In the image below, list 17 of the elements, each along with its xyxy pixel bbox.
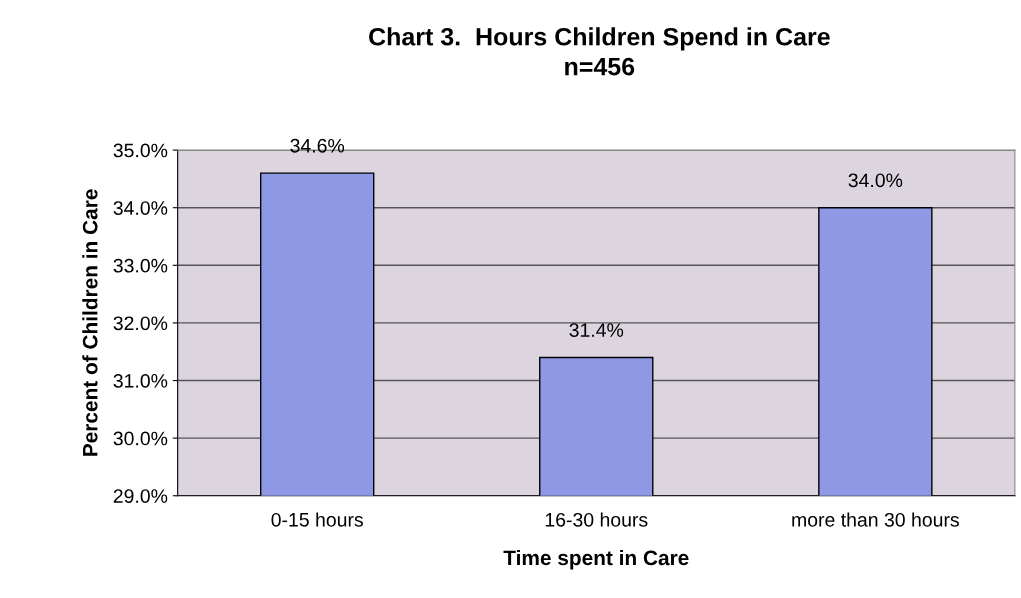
y-tick-label: 29.0% [113,489,168,503]
x-axis-title: Time spent in Care [503,549,689,570]
data-label: 34.0% [848,173,903,188]
y-tick-label: 32.0% [113,316,168,331]
y-axis-title: Percent of Children in Care [82,189,98,456]
data-label: 34.6% [290,138,345,153]
chart-subtitle: n=456 [565,57,635,76]
y-tick-label: 30.0% [113,431,168,446]
chart-title: Chart 3. Hours Children Spend in Care [369,27,830,51]
x-tick-label: 16-30 hours [545,512,648,527]
y-tick-label: 34.0% [113,201,168,215]
x-tick-label: more than 30 hours [792,512,959,527]
y-tick-label: 33.0% [113,258,168,273]
data-label: 31.4% [569,323,624,337]
x-tick-label: 0-15 hours [271,512,363,527]
y-tick-label: 35.0% [113,143,168,158]
y-tick-label: 31.0% [113,374,168,388]
